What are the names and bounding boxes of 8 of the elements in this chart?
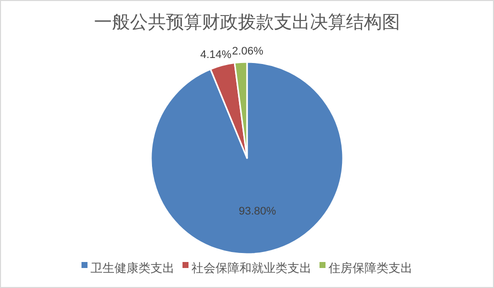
legend-label: 卫生健康类支出: [90, 261, 174, 275]
pie-slice: [150, 61, 344, 255]
chart-title: 一般公共预算财政拨款支出决算结构图: [94, 12, 400, 32]
data-label: 2.06%: [232, 46, 264, 58]
data-label: 4.14%: [200, 49, 232, 62]
legend-label: 社会保障和就业类支出: [192, 261, 312, 275]
legend-label: 住房保障类支出: [328, 261, 412, 275]
data-label: 93.80%: [238, 206, 276, 218]
